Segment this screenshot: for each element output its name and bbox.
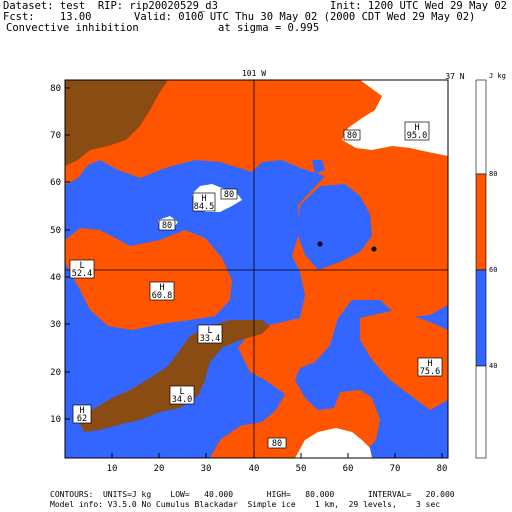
svg-text:80: 80 (162, 221, 172, 231)
contour-label: 80 (158, 219, 176, 231)
parallel-label: 37 N (445, 72, 464, 81)
axis-ticks (65, 87, 443, 458)
svg-text:84.5: 84.5 (194, 202, 214, 212)
contour-info: CONTOURS: UNITS=J kg LOW= 40.000 HIGH= 8… (50, 490, 455, 499)
extremum-label: H 84.5 (192, 192, 216, 212)
extremum-label: H 60.8 (149, 281, 175, 301)
y-tick-label: 70 (50, 131, 61, 141)
forecast-line: Fcst: 13.00 (3, 11, 92, 23)
extremum-label: L 33.4 (197, 324, 223, 344)
y-tick-label: 50 (50, 226, 61, 236)
model-info: Model info: V3.5.0 No Cumulus Blackadar … (50, 500, 441, 509)
svg-text:34.0: 34.0 (172, 395, 192, 405)
region-40-60-inlet (298, 184, 372, 270)
svg-text:95.0: 95.0 (407, 131, 427, 141)
svg-text:80: 80 (224, 190, 234, 200)
svg-text:80: 80 (347, 131, 357, 141)
contour-label: 80 (267, 437, 287, 449)
contour-label: 80 (220, 188, 238, 200)
map-frame (64, 79, 449, 459)
y-tick-label: 80 (50, 84, 61, 94)
colorbar-label: 80 (489, 170, 497, 178)
y-tick-label: 40 (50, 273, 61, 283)
svg-text:52.4: 52.4 (72, 269, 92, 279)
region-below-40-diagonal (78, 320, 270, 432)
y-tick-label: 30 (50, 320, 61, 330)
station-dot (317, 241, 323, 247)
svg-text:H: H (79, 406, 84, 416)
extremum-label: H 75.6 (417, 357, 443, 377)
svg-text:H: H (201, 194, 206, 204)
extremum-label: L 52.4 (69, 259, 95, 279)
svg-text:L: L (179, 387, 184, 397)
colorbar-below-40 (475, 365, 487, 459)
y-tick-label: 10 (50, 415, 61, 425)
region-60-80-main (65, 80, 448, 458)
svg-text:H: H (427, 359, 432, 369)
x-tick-labels: 10 20 30 40 50 60 70 80 (107, 464, 448, 474)
x-tick-label: 60 (343, 464, 354, 474)
init-line: Init: 1200 UTC Wed 29 May 02 (330, 0, 508, 12)
svg-text:80: 80 (272, 439, 282, 449)
region-below-40-northwest (65, 80, 168, 166)
x-tick-label: 20 (154, 464, 165, 474)
colorbar-40-60 (475, 269, 487, 367)
station-dot (371, 246, 377, 252)
x-tick-label: 70 (390, 464, 401, 474)
x-tick-label: 50 (296, 464, 307, 474)
x-tick-label: 40 (249, 464, 260, 474)
x-tick-label: 80 (437, 464, 448, 474)
colorbar-unit: J kg (489, 72, 506, 80)
svg-text:H: H (414, 123, 419, 133)
colorbar: J kg 80 60 40 (475, 72, 506, 459)
contour-label: 80 (343, 129, 361, 141)
y-tick-label: 60 (50, 178, 61, 188)
svg-text:33.4: 33.4 (200, 334, 220, 344)
region-60-80-lobe (65, 228, 232, 330)
svg-text:H: H (159, 283, 164, 293)
y-tick-labels: 10 20 30 40 50 60 70 80 (50, 84, 61, 425)
svg-text:L: L (79, 261, 84, 271)
meridian-label: 101 W (242, 69, 266, 78)
y-tick-label: 20 (50, 368, 61, 378)
x-tick-label: 10 (107, 464, 118, 474)
region-40-60-patch (312, 160, 325, 174)
dataset-line: Dataset: test RIP: rip20020529_d3 (3, 0, 218, 12)
extremum-label: H 95.0 (404, 121, 430, 141)
extremum-label: H 62 (72, 404, 92, 424)
colorbar-above-80 (475, 79, 487, 175)
region-above-80-south (295, 428, 372, 458)
valid-line: Valid: 0100 UTC Thu 30 May 02 (2000 CDT … (134, 11, 476, 23)
extremum-label: L 34.0 (169, 385, 195, 405)
svg-text:60.8: 60.8 (152, 291, 172, 301)
colorbar-60-80 (475, 173, 487, 271)
x-tick-label: 30 (201, 464, 212, 474)
region-60-80-east (360, 310, 448, 410)
colorbar-label: 60 (489, 266, 497, 274)
svg-text:L: L (207, 326, 212, 336)
colorbar-label: 40 (489, 362, 497, 370)
field-name: Convective inhibition (6, 22, 139, 34)
svg-text:75.6: 75.6 (420, 367, 440, 377)
svg-text:62: 62 (77, 414, 87, 424)
extrema-labels: H 95.0 80 H 84.5 80 80 L 52.4 H 60.8 (69, 121, 443, 449)
sigma-level: at sigma = 0.995 (218, 22, 320, 34)
field-shading (65, 80, 448, 458)
